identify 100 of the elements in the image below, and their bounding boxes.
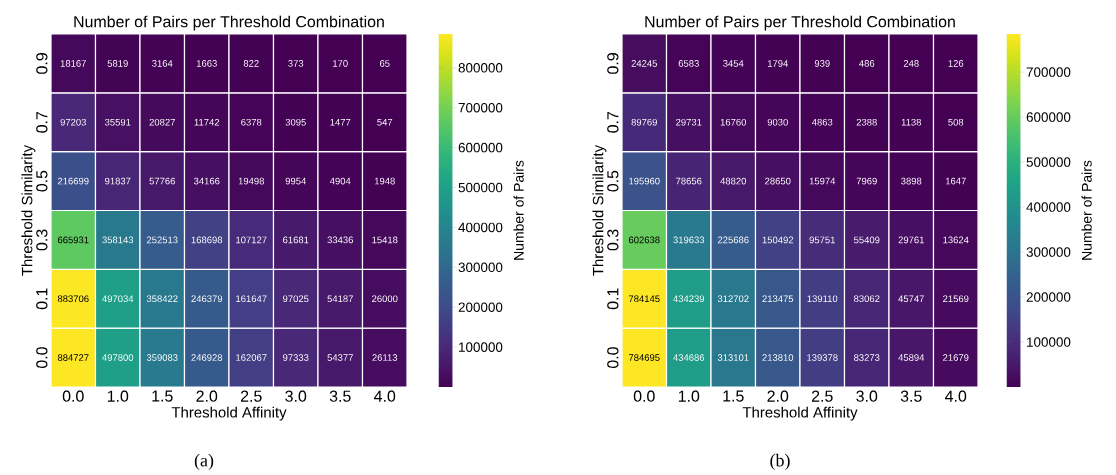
x-tick-label: 0.0 <box>633 390 655 402</box>
data-label: 884727 <box>57 354 89 361</box>
data-label: 95751 <box>809 236 835 244</box>
color-bar-label: 800000 <box>458 63 503 73</box>
data-label: 246928 <box>191 354 223 361</box>
color-bar-label: 500000 <box>458 182 503 193</box>
x-tick-label: 4.0 <box>945 390 967 402</box>
color-bar-label: 400000 <box>1026 202 1071 212</box>
data-label: 434239 <box>673 295 705 303</box>
data-label: 91837 <box>105 177 131 185</box>
data-label: 139110 <box>807 295 838 303</box>
data-label: 168698 <box>191 236 223 244</box>
data-label: 21679 <box>943 354 969 361</box>
data-label: 29761 <box>898 236 924 244</box>
color-bar-label: 400000 <box>458 222 503 233</box>
color-bar-label: 700000 <box>1026 67 1071 77</box>
data-label: 15974 <box>809 177 836 185</box>
x-tick-label: 3.5 <box>900 390 922 402</box>
data-label: 48820 <box>720 177 747 185</box>
data-label: 16760 <box>720 118 747 126</box>
x-axis-title: Threshold Affinity <box>742 406 858 421</box>
data-label: 1948 <box>374 177 395 185</box>
data-label: 547 <box>377 118 393 126</box>
x-axis-title: Threshold Affinity <box>171 406 287 421</box>
y-tick-label: 0.7 <box>36 111 48 133</box>
data-label: 216699 <box>57 177 89 185</box>
data-label: 97025 <box>283 295 309 303</box>
color-bar-title: Number of Pairs <box>1081 160 1092 260</box>
data-label: 6378 <box>241 118 262 126</box>
x-tick-label: 3.0 <box>285 390 307 402</box>
data-label: 313101 <box>717 354 749 361</box>
data-label: 3095 <box>285 118 306 126</box>
data-label: 45747 <box>898 295 924 303</box>
y-axis-title: Threshold Similarity <box>21 144 36 276</box>
y-tick-label: 0.0 <box>607 347 619 369</box>
data-label: 319633 <box>673 236 705 244</box>
data-label: 89769 <box>631 118 657 126</box>
data-label: 24245 <box>631 60 658 67</box>
data-label: 3164 <box>152 60 173 67</box>
data-label: 15418 <box>372 236 398 244</box>
data-label: 497800 <box>102 354 134 361</box>
data-label: 1477 <box>330 118 351 126</box>
data-label: 883706 <box>57 295 89 303</box>
color-bar-title: Number of Pairs <box>513 160 524 260</box>
data-label: 4863 <box>811 118 833 126</box>
data-label: 1663 <box>196 60 217 67</box>
data-label: 78656 <box>676 177 702 185</box>
chart-title: Number of Pairs per Threshold Combination <box>74 15 384 31</box>
y-tick-label: 0.5 <box>36 170 48 192</box>
x-tick-label: 2.5 <box>240 390 262 402</box>
data-label: 19498 <box>238 177 264 185</box>
x-tick-label: 1.0 <box>678 390 700 402</box>
data-label: 784145 <box>628 295 660 303</box>
x-tick-label: 3.5 <box>329 390 351 402</box>
y-tick-label: 0.9 <box>607 53 619 74</box>
data-label: 61681 <box>283 236 309 244</box>
data-label: 508 <box>948 118 964 126</box>
color-bar-label: 200000 <box>458 302 503 312</box>
data-label: 1794 <box>767 60 788 67</box>
data-label: 150492 <box>762 236 794 244</box>
data-label: 83273 <box>854 354 880 361</box>
data-label: 34166 <box>193 177 220 185</box>
data-label: 162067 <box>236 354 267 361</box>
data-label: 9030 <box>767 118 788 126</box>
x-tick-label: 3.0 <box>856 390 878 402</box>
data-label: 57766 <box>149 177 175 185</box>
data-label: 65 <box>379 60 390 67</box>
data-label: 6583 <box>678 60 699 67</box>
data-label: 3454 <box>723 60 744 67</box>
x-tick-label: 2.5 <box>811 390 833 402</box>
data-label: 18167 <box>60 60 86 67</box>
data-label: 5819 <box>107 60 128 67</box>
color-bar-label: 100000 <box>459 342 503 352</box>
data-label: 1138 <box>901 118 922 126</box>
data-label: 822 <box>243 60 259 67</box>
y-tick-label: 0.0 <box>36 347 48 369</box>
color-bar-label: 600000 <box>1026 112 1071 122</box>
data-label: 20827 <box>149 118 175 126</box>
color-bar-label: 100000 <box>1027 337 1071 347</box>
data-label: 170 <box>333 60 348 67</box>
data-label: 784695 <box>628 354 660 361</box>
y-tick-label: 0.1 <box>607 288 619 310</box>
data-label: 358422 <box>146 295 178 303</box>
x-tick-label: 1.0 <box>107 390 129 402</box>
data-label: 7969 <box>856 177 877 185</box>
data-label: 4904 <box>329 177 351 185</box>
data-label: 213810 <box>762 354 794 361</box>
data-label: 26113 <box>372 354 398 361</box>
data-label: 3898 <box>901 177 922 185</box>
y-tick-label: 0.5 <box>607 170 619 192</box>
data-label: 312702 <box>717 295 749 303</box>
x-tick-label: 4.0 <box>374 390 396 402</box>
text: (a) <box>194 453 214 471</box>
data-label: 54187 <box>327 295 353 303</box>
chart-title: Number of Pairs per Threshold Combination <box>645 15 955 31</box>
x-tick-label: 0.0 <box>62 390 84 402</box>
color-bar-label: 300000 <box>1026 247 1071 257</box>
data-label: 161647 <box>236 295 267 303</box>
data-label: 9954 <box>285 177 306 185</box>
data-label: 83062 <box>854 295 880 303</box>
